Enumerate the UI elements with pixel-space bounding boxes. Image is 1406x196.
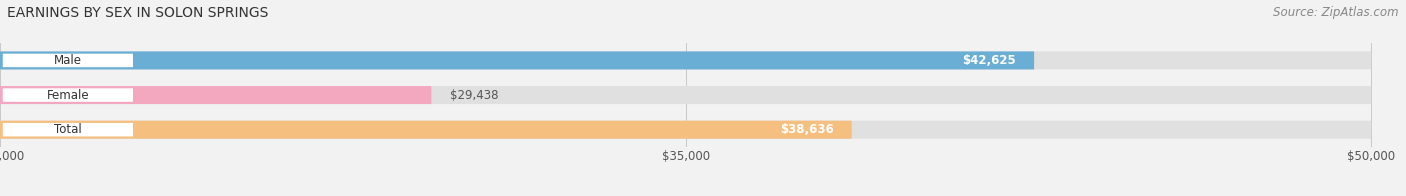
FancyBboxPatch shape (0, 121, 852, 139)
Text: $29,438: $29,438 (450, 89, 498, 102)
Text: Male: Male (53, 54, 82, 67)
Text: Female: Female (46, 89, 89, 102)
Text: $38,636: $38,636 (780, 123, 834, 136)
FancyBboxPatch shape (0, 51, 1033, 69)
Text: EARNINGS BY SEX IN SOLON SPRINGS: EARNINGS BY SEX IN SOLON SPRINGS (7, 6, 269, 20)
FancyBboxPatch shape (0, 121, 1371, 139)
FancyBboxPatch shape (3, 54, 134, 67)
FancyBboxPatch shape (3, 123, 134, 136)
FancyBboxPatch shape (0, 86, 432, 104)
FancyBboxPatch shape (0, 86, 1371, 104)
FancyBboxPatch shape (0, 51, 1371, 69)
Text: $42,625: $42,625 (962, 54, 1015, 67)
Text: Total: Total (53, 123, 82, 136)
FancyBboxPatch shape (3, 88, 134, 102)
Text: Source: ZipAtlas.com: Source: ZipAtlas.com (1274, 6, 1399, 19)
